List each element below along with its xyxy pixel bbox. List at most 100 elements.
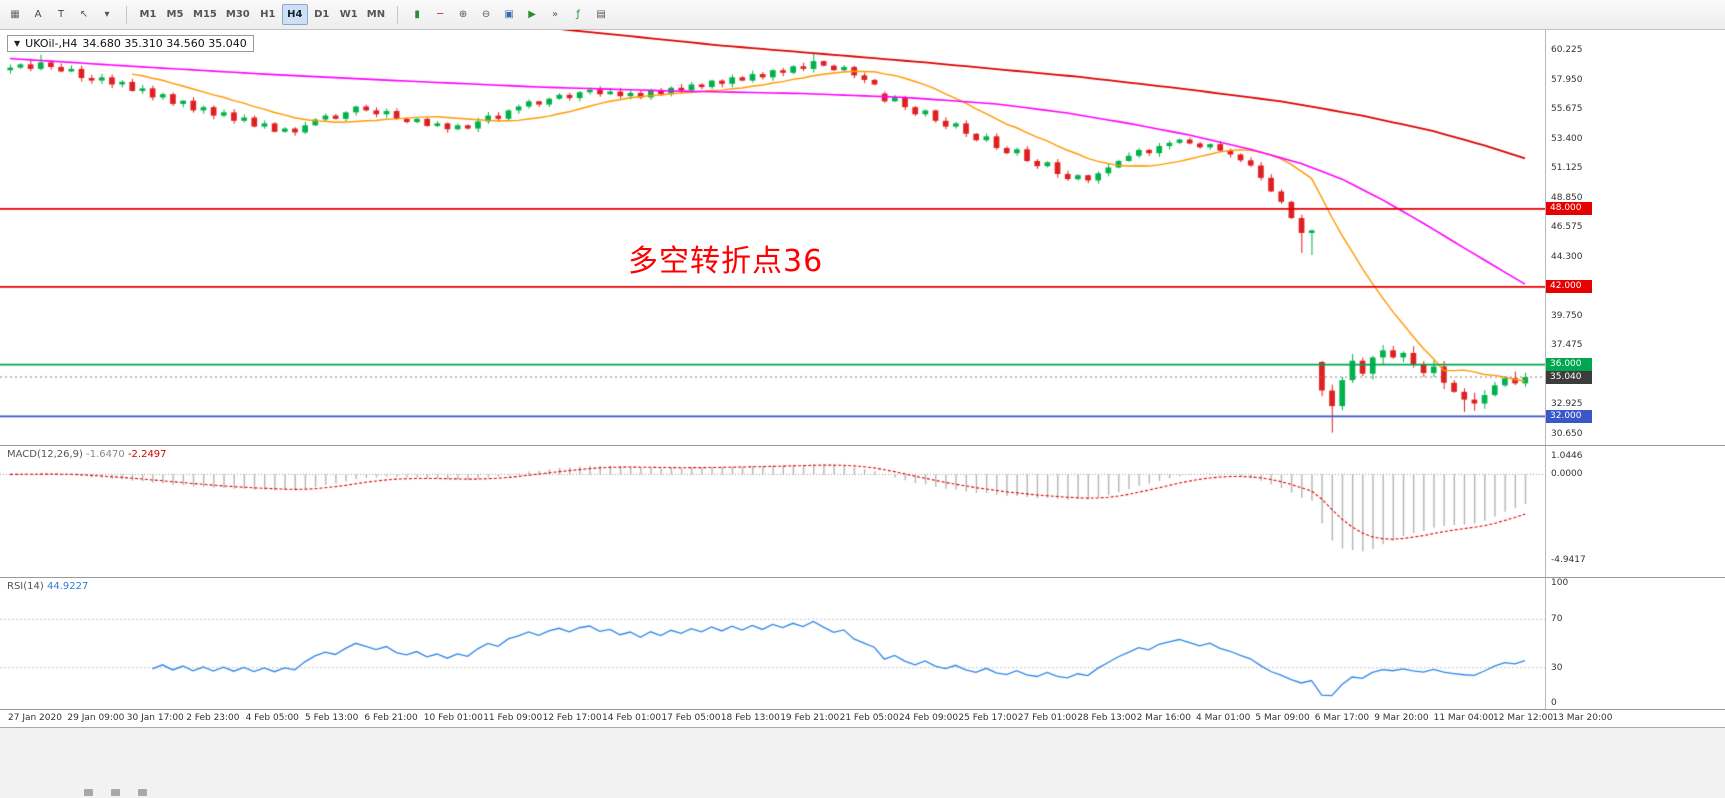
price-axis-label: 57.950 (1551, 74, 1583, 85)
time-axis-label: 6 Feb 21:00 (364, 713, 418, 723)
timeframe-h1-button[interactable]: H1 (255, 4, 281, 25)
rsi-scale[interactable]: 100 70 30 0 (1545, 578, 1725, 709)
price-axis-label: 55.675 (1551, 104, 1583, 115)
level-price-badge[interactable]: 36.000 (1546, 358, 1592, 372)
rsi-label: RSI(14) (7, 581, 44, 592)
level-price-badge[interactable]: 32.000 (1546, 409, 1592, 423)
time-axis-label: 9 Mar 20:00 (1374, 713, 1429, 723)
macd-label: MACD(12,26,9) (7, 449, 83, 460)
price-axis-label: 51.125 (1551, 163, 1583, 174)
macd-header: MACD(12,26,9) -1.6470 -2.2497 (7, 449, 167, 460)
chart-grid-button[interactable]: ▦ (4, 4, 26, 25)
toolbar: ▦ A T ↖ ▾ M1 M5 M15 M30 H1 H4 D1 W1 MN ▮ ─ ⊕ ⊖ ▣ ▶» ƒ ▤ (0, 0, 1725, 30)
candles-view-button[interactable]: ▮ (406, 4, 428, 25)
rsi-chart-canvas[interactable] (0, 578, 1545, 709)
time-axis-label: 5 Feb 13:00 (305, 713, 359, 723)
current-price-badge: 35.040 (1546, 370, 1592, 384)
rsi-axis-label: 30 (1551, 662, 1563, 673)
price-axis-label: 37.475 (1551, 340, 1583, 351)
taskbar-fragment (84, 789, 147, 796)
time-axis-label: 6 Mar 17:00 (1314, 713, 1370, 723)
time-axis-label: 27 Feb 01:00 (1017, 713, 1077, 723)
text-tool-button[interactable]: T (50, 4, 72, 25)
time-axis-label: 17 Feb 05:00 (661, 713, 721, 723)
rsi-axis-label: 70 (1551, 614, 1563, 625)
time-axis-label: 4 Mar 01:00 (1196, 713, 1251, 723)
time-axis-label: 21 Feb 05:00 (839, 713, 899, 723)
toolbar-right-tools: ▮ ─ ⊕ ⊖ ▣ ▶» ƒ ▤ (406, 4, 612, 25)
time-axis-label: 2 Mar 16:00 (1136, 713, 1191, 723)
level-price-badge[interactable]: 48.000 (1546, 202, 1592, 216)
macd-main-value: -1.6470 (86, 449, 125, 460)
timeframe-m5-button[interactable]: M5 (162, 4, 188, 25)
time-axis-label: 11 Mar 04:00 (1433, 713, 1494, 723)
timeframe-m1-button[interactable]: M1 (135, 4, 161, 25)
price-axis-label: 48.850 (1551, 192, 1583, 203)
price-axis-label: 39.750 (1551, 310, 1583, 321)
timeframe-w1-button[interactable]: W1 (336, 4, 362, 25)
chart-shift-button[interactable]: » (544, 4, 566, 25)
price-chart-canvas[interactable] (0, 30, 1545, 445)
rsi-pane: RSI(14) 44.9227 100 70 30 0 (0, 578, 1725, 709)
chart-symbol-period: UKOil-,H4 (25, 37, 78, 50)
toolbar-separator (397, 5, 399, 24)
time-axis-label: 12 Feb 17:00 (542, 713, 602, 723)
timeframe-h4-button[interactable]: H4 (281, 4, 308, 25)
rsi-value: 44.9227 (46, 581, 89, 592)
arrow-tool-button[interactable]: A (27, 4, 49, 25)
time-axis-label: 28 Feb 13:00 (1077, 713, 1137, 723)
time-axis[interactable]: 27 Jan 2020 29 Jan 09:00 30 Jan 17:00 2 Feb… (0, 710, 1725, 727)
zoom-out-button[interactable]: ⊖ (475, 4, 497, 25)
time-axis-label: 18 Feb 13:00 (720, 713, 780, 723)
price-axis-label: 60.225 (1551, 45, 1583, 56)
price-axis-label: 46.575 (1551, 222, 1583, 233)
time-axis-label: 10 Feb 01:00 (423, 713, 483, 723)
macd-axis-label: -4.9417 (1551, 554, 1586, 565)
time-axis-label: 25 Feb 17:00 (958, 713, 1018, 723)
macd-axis-label: 1.0446 (1551, 451, 1583, 462)
toolbar-left-tools: ▦ A T ↖ ▾ (4, 4, 118, 25)
rsi-axis-label: 0 (1551, 698, 1557, 708)
time-axis-label: 14 Feb 01:00 (602, 713, 662, 723)
time-axis-label: 29 Jan 09:00 (67, 713, 125, 723)
indicators-button[interactable]: ƒ (567, 4, 589, 25)
chart-text-annotation[interactable]: 多空转折点36 (628, 244, 824, 279)
timeframe-mn-button[interactable]: MN (363, 4, 389, 25)
timeframe-m15-button[interactable]: M15 (189, 4, 221, 25)
price-axis-label: 32.925 (1551, 399, 1583, 410)
draw-dropdown-button[interactable]: ▾ (96, 4, 118, 25)
tile-windows-button[interactable]: ▣ (498, 4, 520, 25)
time-axis-label: 30 Jan 17:00 (126, 713, 184, 723)
level-price-badge[interactable]: 42.000 (1546, 280, 1592, 294)
price-axis-label: 53.400 (1551, 133, 1583, 144)
time-axis-label: 27 Jan 2020 (8, 713, 62, 723)
price-scale[interactable]: 60.225 57.950 55.675 53.400 51.125 48.850 46.5… (1545, 30, 1725, 445)
time-axis-label: 12 Mar 12:00 (1493, 713, 1554, 723)
templates-button[interactable]: ▤ (590, 4, 612, 25)
zoom-in-button[interactable]: ⊕ (452, 4, 474, 25)
macd-axis-label: 0.0000 (1551, 469, 1583, 480)
time-axis-label: 13 Mar 20:00 (1552, 713, 1613, 723)
pane-separator[interactable] (0, 445, 1725, 446)
pane-separator[interactable] (0, 577, 1725, 578)
pane-separator (0, 709, 1725, 710)
line-view-button[interactable]: ─ (429, 4, 451, 25)
macd-signal-value: -2.2497 (127, 449, 167, 460)
rsi-axis-label: 100 (1551, 578, 1569, 588)
chart-ohlc-values: 34.680 35.310 34.560 35.040 (82, 37, 247, 50)
timeframe-d1-button[interactable]: D1 (309, 4, 335, 25)
chart-area: ▼ UKOil-,H4 34.680 35.310 34.560 35.040 … (0, 30, 1725, 798)
time-axis-label: 2 Feb 23:00 (186, 713, 240, 723)
macd-scale[interactable]: 1.0446 0.0000 -4.9417 (1545, 446, 1725, 577)
main-chart-pane: ▼ UKOil-,H4 34.680 35.310 34.560 35.040 … (0, 30, 1725, 445)
timeframe-m30-button[interactable]: M30 (222, 4, 254, 25)
auto-scroll-button[interactable]: ▶ (521, 4, 543, 25)
time-axis-label: 5 Mar 09:00 (1255, 713, 1310, 723)
timeframe-buttons: M1 M5 M15 M30 H1 H4 D1 W1 MN (135, 4, 389, 25)
footer-area (0, 727, 1725, 798)
cursor-tool-button[interactable]: ↖ (73, 4, 95, 25)
chart-title-box[interactable]: ▼ UKOil-,H4 34.680 35.310 34.560 35.040 (7, 35, 254, 52)
macd-chart-canvas[interactable] (0, 446, 1545, 577)
rsi-header: RSI(14) 44.9227 (7, 581, 88, 592)
